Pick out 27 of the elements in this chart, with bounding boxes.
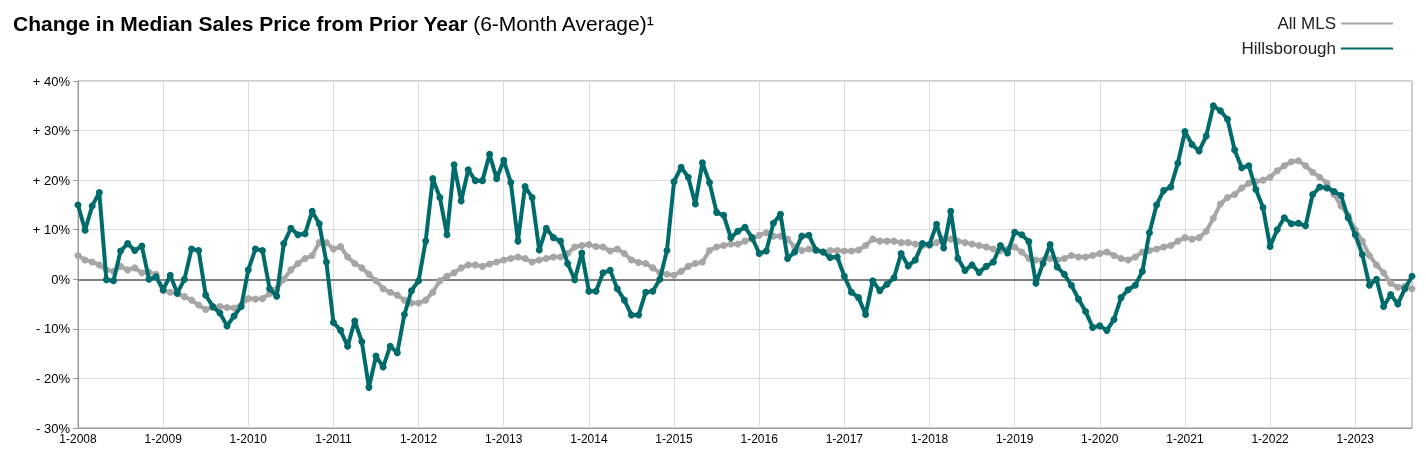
y-tick-label: - 10% [36, 321, 71, 337]
x-tick-label: 1-2010 [229, 432, 268, 446]
x-tick-label: 1-2023 [1336, 432, 1375, 446]
x-tick-label: 1-2016 [740, 432, 779, 446]
x-tick-label: 1-2022 [1251, 432, 1290, 446]
chart-title: Change in Median Sales Price from Prior Year [13, 12, 468, 35]
y-tick-label: + 10% [32, 222, 71, 238]
x-tick-label: 1-2018 [910, 432, 949, 446]
x-tick-label: 1-2015 [655, 432, 694, 446]
x-tick-label: 1-2013 [485, 432, 523, 446]
x-tick-label: 1-2014 [570, 432, 608, 446]
x-tick-label: 1-2020 [1081, 432, 1119, 446]
y-tick-label: - 20% [36, 370, 71, 386]
x-tick-label: 1-2011 [315, 432, 353, 446]
chart-subtitle: (6-Month Average)¹ [473, 12, 654, 35]
legend-label: All MLS [1277, 14, 1336, 33]
y-tick-label: 0% [51, 271, 71, 287]
x-tick-label: 1-2021 [1166, 432, 1204, 446]
y-tick-label: + 30% [32, 123, 71, 139]
x-tick-label: 1-2019 [995, 432, 1034, 446]
legend-label: Hillsborough [1241, 39, 1336, 58]
x-tick-label: 1-2012 [399, 432, 438, 446]
y-tick-label: + 40% [32, 73, 71, 89]
x-tick-label: 1-2017 [825, 432, 864, 446]
y-tick-label: + 20% [32, 172, 71, 188]
x-tick-label: 1-2008 [59, 432, 97, 446]
x-tick-label: 1-2009 [144, 432, 183, 446]
